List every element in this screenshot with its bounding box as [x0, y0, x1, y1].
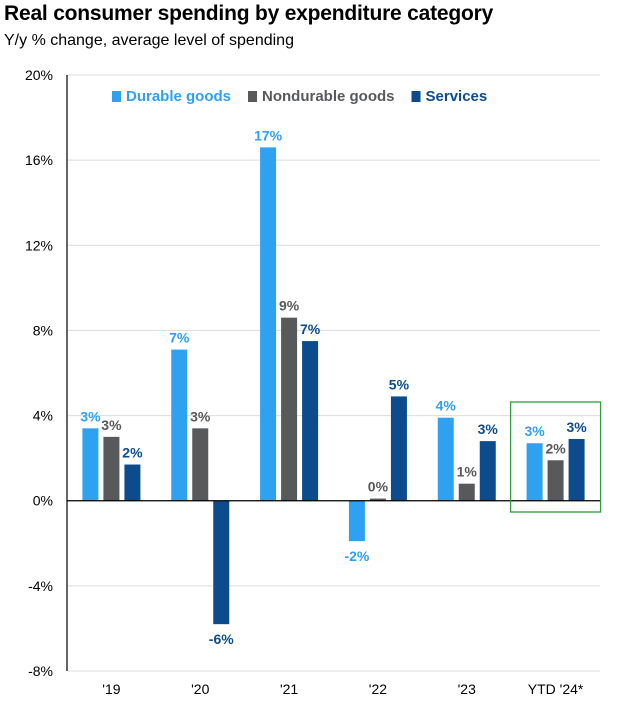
data-label: 3%: [190, 408, 211, 424]
x-tick-label: YTD '24*: [528, 681, 584, 697]
bar-durable-goods: [437, 417, 454, 501]
legend-label: Durable goods: [126, 88, 231, 105]
bar-nondurable-goods: [281, 317, 298, 501]
chart-title: Real consumer spending by expenditure ca…: [4, 2, 494, 25]
bar-nondurable-goods: [369, 498, 386, 501]
data-label: 17%: [254, 127, 283, 143]
legend-label: Services: [426, 88, 488, 105]
y-tick-label: 12%: [25, 237, 53, 253]
legend-swatch: [248, 91, 258, 102]
data-label: 4%: [436, 398, 457, 414]
y-tick-label: 0%: [33, 493, 53, 509]
data-label: 2%: [122, 445, 143, 461]
data-label: 3%: [101, 417, 122, 433]
bar-durable-goods: [171, 349, 188, 501]
data-label: 3%: [80, 408, 101, 424]
y-tick-label: -4%: [28, 578, 53, 594]
data-label: 1%: [457, 464, 478, 480]
x-tick-label: '22: [369, 681, 387, 697]
bar-durable-goods: [82, 428, 99, 501]
data-label: 5%: [389, 376, 410, 392]
data-label: 7%: [169, 330, 190, 346]
data-label: 3%: [566, 419, 587, 435]
chart-subtitle: Y/y % change, average level of spending: [4, 32, 294, 49]
bar-durable-goods: [260, 147, 277, 501]
data-label: -2%: [344, 548, 369, 564]
data-label: -6%: [209, 631, 234, 647]
y-tick-label: 20%: [25, 67, 53, 83]
bar-services: [479, 441, 496, 501]
x-tick-label: '19: [102, 681, 120, 697]
y-tick-label: 16%: [25, 152, 53, 168]
bar-durable-goods: [526, 443, 543, 501]
y-tick-label: 4%: [33, 408, 53, 424]
bar-services: [302, 341, 319, 501]
bar-nondurable-goods: [192, 428, 209, 501]
y-tick-label: 8%: [33, 322, 53, 338]
bar-services: [568, 438, 585, 501]
highlight-box: [509, 401, 602, 513]
bar-nondurable-goods: [103, 436, 120, 501]
bar-services: [213, 500, 230, 625]
bar-services: [390, 396, 407, 501]
bar-services: [124, 464, 141, 501]
bar-durable-goods: [348, 500, 365, 542]
data-label: 3%: [524, 423, 545, 439]
y-tick-label: -8%: [28, 663, 53, 679]
legend-swatch: [112, 91, 121, 102]
data-label: 9%: [279, 298, 300, 314]
x-tick-label: '23: [458, 681, 476, 697]
legend-swatch: [411, 91, 421, 102]
x-tick-label: '20: [191, 681, 209, 697]
data-label: 7%: [300, 321, 321, 337]
x-tick-label: '21: [280, 681, 298, 697]
legend-label: Nondurable goods: [262, 88, 395, 105]
bar-nondurable-goods: [458, 483, 475, 501]
data-label: 3%: [478, 421, 499, 437]
data-label: 2%: [545, 440, 566, 456]
data-label: 0%: [368, 479, 389, 495]
bar-nondurable-goods: [547, 460, 564, 501]
